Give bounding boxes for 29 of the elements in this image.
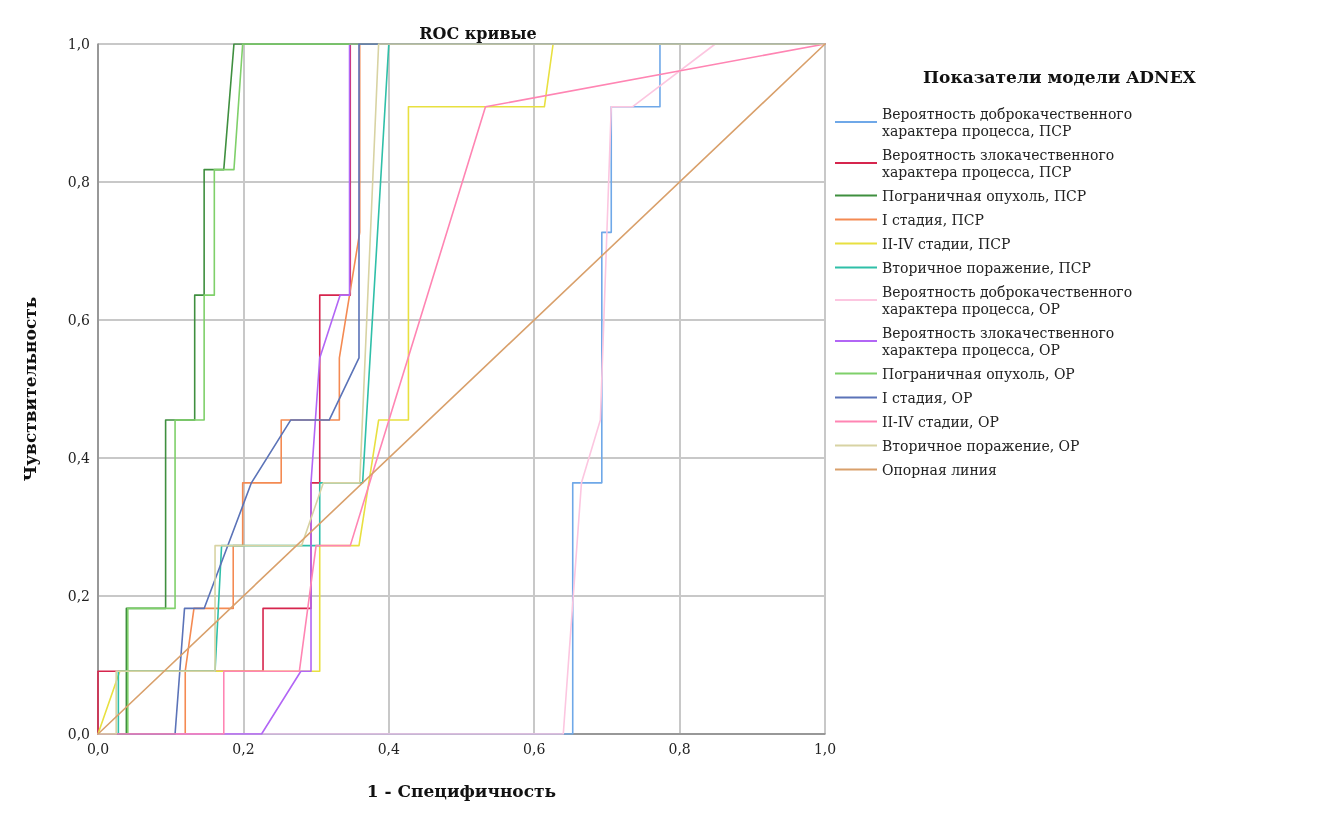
y-tick-label: 0,8 <box>67 174 90 190</box>
x-tick-label: 0,6 <box>523 741 546 757</box>
x-tick-label: 1,0 <box>813 741 837 757</box>
legend-label: Опорная линия <box>882 461 998 478</box>
legend-label: II-IV стадии, ОР <box>882 413 999 430</box>
legend-label: Пограничная опухоль, ПСР <box>882 187 1087 204</box>
legend-label: I стадия, ОР <box>882 389 973 406</box>
x-tick-label: 0,2 <box>232 741 255 757</box>
legend-label: Вторичное поражение, ПСР <box>882 259 1091 276</box>
chart-title: ROC кривые <box>419 23 537 43</box>
legend-label: Пограничная опухоль, ОР <box>882 365 1075 382</box>
legend-label: Вероятность доброкачественного характера процесса, ОР <box>882 283 1137 317</box>
legend-label: I стадия, ПСР <box>882 211 984 228</box>
legend-label: Вероятность злокачественного характера процесса, ПСР <box>882 146 1119 180</box>
legend-label: Вторичное поражение, ОР <box>882 437 1080 454</box>
legend-title: Показатели модели ADNEX <box>923 66 1197 87</box>
y-tick-label: 0,6 <box>67 312 91 328</box>
y-tick-label: 0,4 <box>67 450 91 466</box>
x-tick-label: 0,8 <box>668 741 691 757</box>
y-tick-label: 1,0 <box>67 36 90 52</box>
y-tick-label: 0,2 <box>67 588 90 604</box>
y-tick-label: 0,0 <box>67 726 90 742</box>
legend-label: II-IV стадии, ПСР <box>882 235 1011 252</box>
y-axis-title: Чувствительность <box>19 296 40 482</box>
legend-label: Вероятность злокачественного характера процесса, ОР <box>882 324 1119 358</box>
legend-label: Вероятность доброкачественного характера процесса, ПСР <box>882 105 1137 139</box>
x-tick-label: 0,0 <box>86 741 110 757</box>
x-tick-label: 0,4 <box>377 741 401 757</box>
x-axis-title: 1 - Специфичность <box>366 780 557 801</box>
